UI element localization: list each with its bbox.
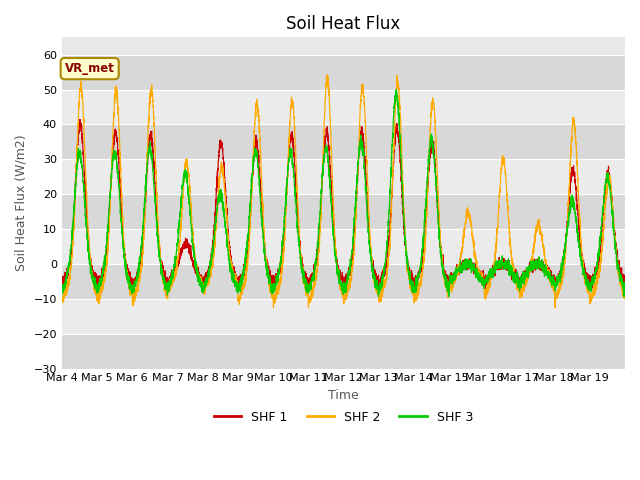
Text: VR_met: VR_met [65,62,115,75]
Bar [62,159,625,194]
Bar [62,229,625,264]
Y-axis label: Soil Heat Flux (W/m2): Soil Heat Flux (W/m2) [15,134,28,271]
Bar [62,124,625,159]
Bar [62,334,625,369]
Bar [62,90,625,124]
Title: Soil Heat Flux: Soil Heat Flux [286,15,401,33]
Bar [62,264,625,299]
Bar [62,299,625,334]
X-axis label: Time: Time [328,389,359,402]
Bar [62,55,625,90]
Bar [62,194,625,229]
Legend: SHF 1, SHF 2, SHF 3: SHF 1, SHF 2, SHF 3 [209,406,478,429]
